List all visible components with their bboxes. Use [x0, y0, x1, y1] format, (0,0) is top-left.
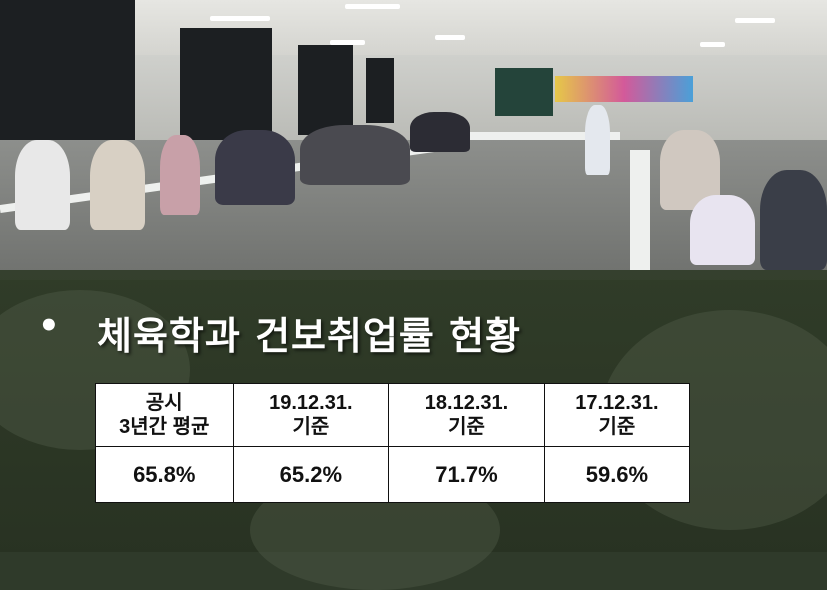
ceiling-light	[735, 18, 775, 23]
person	[160, 135, 200, 215]
person	[215, 130, 295, 205]
banner	[555, 76, 693, 102]
window	[298, 45, 353, 135]
header-cell: 18.12.31. 기준	[388, 383, 545, 447]
title-bullet: •	[38, 306, 60, 346]
ceiling-light	[435, 35, 465, 40]
header-cell: 공시 3년간 평균	[95, 383, 234, 447]
slide-title: 체육학과 건보취업률 현황	[97, 314, 522, 358]
person	[410, 112, 470, 152]
header-line: 19.12.31.	[269, 392, 353, 414]
header-line: 기준	[598, 416, 636, 438]
header-cell: 17.12.31. 기준	[543, 383, 691, 447]
ceiling-light	[210, 16, 270, 21]
person	[760, 170, 827, 270]
ceiling-light	[330, 40, 365, 45]
ceiling-light	[345, 4, 400, 9]
table-row-back	[450, 132, 620, 140]
value-cell: 65.8%	[95, 446, 234, 503]
header-line: 기준	[292, 416, 330, 438]
table-row-right	[630, 150, 650, 270]
employment-rate-table: 공시 3년간 평균 19.12.31. 기준 18.12.31. 기준 17.12.3…	[95, 383, 691, 503]
gift-bag	[690, 195, 755, 265]
value-cell: 65.2%	[232, 446, 390, 503]
person	[300, 125, 410, 185]
header-cell: 19.12.31. 기준	[232, 383, 390, 447]
table-header-row: 공시 3년간 평균 19.12.31. 기준 18.12.31. 기준 17.12.3…	[95, 383, 691, 447]
header-line: 공시	[145, 392, 183, 414]
person	[15, 140, 70, 230]
header-line: 18.12.31.	[424, 392, 509, 414]
table-value-row: 65.8% 65.2% 71.7% 59.6%	[95, 446, 691, 503]
person	[585, 105, 610, 175]
value-cell: 59.6%	[543, 446, 691, 503]
header-line: 기준	[448, 416, 485, 438]
person	[90, 140, 145, 230]
background-photo	[0, 0, 827, 280]
ceiling-light	[700, 42, 725, 47]
value-cell: 71.7%	[388, 446, 545, 503]
window	[0, 0, 135, 165]
header-line: 3년간 평균	[119, 416, 210, 438]
header-line: 17.12.31.	[575, 392, 659, 414]
window	[366, 58, 394, 123]
blackboard	[495, 68, 553, 116]
